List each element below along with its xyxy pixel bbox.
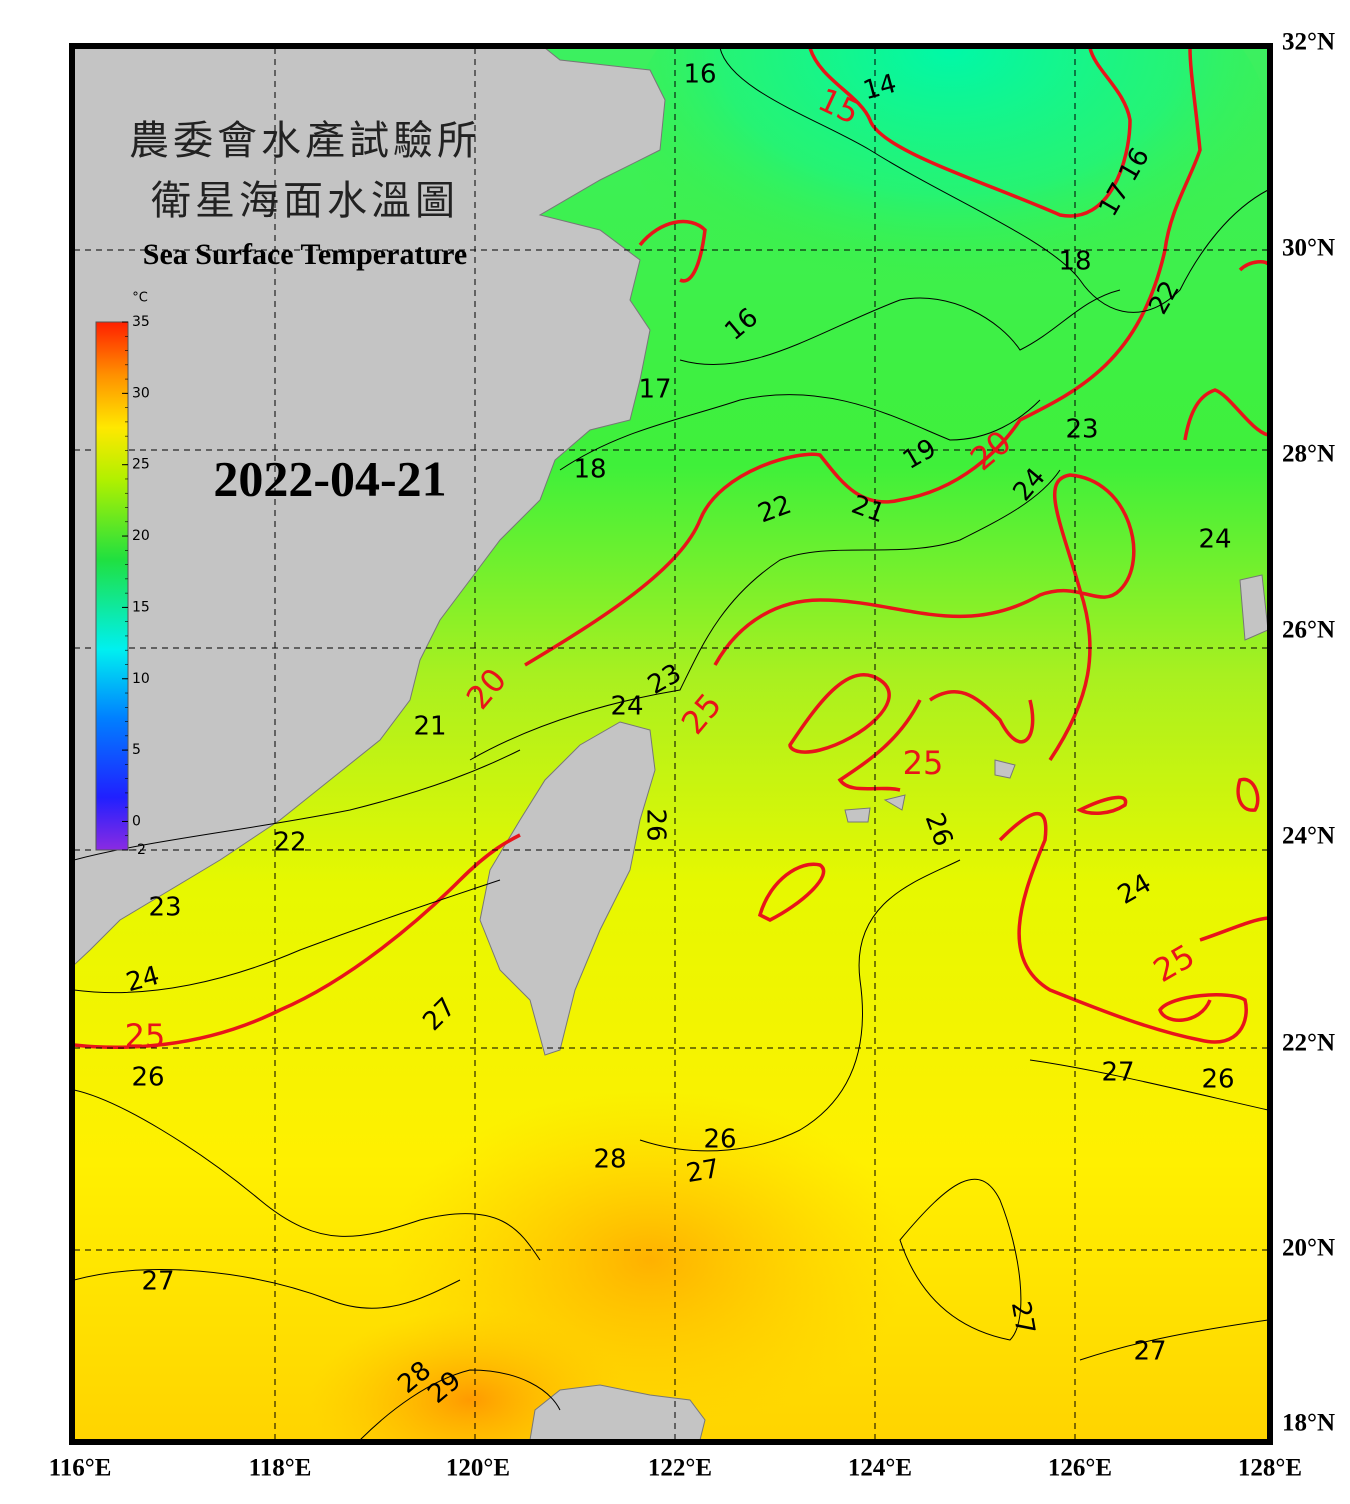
lon-label: 118°E [249,1455,312,1482]
title-zh: 衛星海面水溫圖 [151,178,459,223]
lat-label: 24°N [1282,823,1335,850]
lat-label: 20°N [1282,1235,1335,1262]
colorbar-tick-label: 20 [132,528,150,544]
contour-label: 18 [1058,247,1091,277]
colorbar-tick-label: 15 [132,599,150,615]
lon-label: 120°E [446,1455,510,1482]
contour-label: 28 [593,1145,626,1175]
graticule [74,48,1268,1440]
colorbar-tick-label: 0 [132,813,141,829]
colorbar-tick-label: -2 [132,842,146,858]
colorbar-tick-label: 35 [132,314,150,330]
contour-label: 24 [610,692,643,722]
lon-label: 116°E [49,1455,112,1482]
lat-label: 18°N [1282,1410,1335,1437]
colorbar: °C 35 30 25 20 15 10 5 0 -2 [95,291,150,858]
contour-label: 24 [1198,525,1231,555]
isotherms [74,48,1268,1050]
contour-label: 23 [1065,415,1098,445]
land-taiwan [479,721,656,1056]
title-en: Sea Surface Temperature [143,238,467,271]
lat-label: 32°N [1282,29,1335,56]
lat-label: 26°N [1282,617,1335,644]
land-china [74,48,666,966]
colorbar-tick-label: 10 [132,671,150,687]
lon-label: 126°E [1048,1455,1112,1482]
cool-water [630,48,1268,330]
lon-label: 128°E [1238,1455,1302,1482]
colorbar-tick-label: 25 [132,457,150,473]
contour-label-red: 25 [125,1017,166,1055]
axis-labels: 116°E 118°E 120°E 122°E 124°E 126°E 128°E 32°N 3… [49,29,1335,1482]
contour-label: 26 [641,808,671,841]
colorbar-scale [95,321,129,851]
date: 2022-04-21 [213,450,446,506]
lon-label: 124°E [848,1455,912,1482]
contour-label: 27 [1101,1058,1134,1088]
contour-label: 26 [1201,1065,1234,1095]
contour-label: 21 [413,712,446,742]
land-luzon [529,1384,706,1440]
contour-label: 27 [1133,1337,1166,1367]
contour-label: 22 [273,828,306,858]
lon-label: 122°E [648,1455,712,1482]
contour-label: 26 [131,1063,164,1093]
contour-label: 16 [683,60,716,90]
contour-label: 27 [1005,1299,1040,1337]
map-frame [69,43,1273,1445]
contour-label: 27 [684,1154,722,1189]
land-island [1239,574,1268,641]
colorbar-unit: °C [132,291,148,306]
contour-label: 17 [638,375,671,405]
colorbar-tick-label: 5 [132,742,141,758]
contour-label: 27 [141,1267,174,1297]
colorbar-tick-label: 30 [132,385,150,401]
land-island [844,759,1016,823]
isotherms [74,48,1268,1440]
lat-label: 28°N [1282,441,1335,468]
lat-label: 22°N [1282,1030,1335,1057]
contour-label: 26 [703,1125,736,1155]
lat-label: 30°N [1282,235,1335,262]
contour-label: 23 [148,893,181,923]
contour-label-red: 25 [903,744,944,782]
title-zh: 農委會水產試驗所 [129,118,481,163]
contour-label: 18 [573,455,606,485]
